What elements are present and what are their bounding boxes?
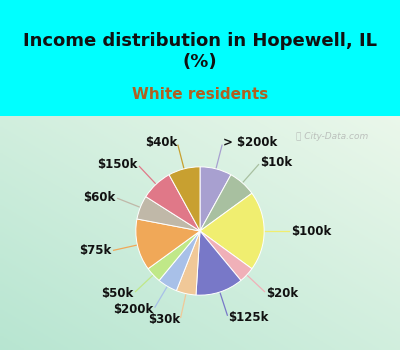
Wedge shape: [200, 167, 231, 231]
Wedge shape: [200, 193, 264, 269]
Wedge shape: [159, 231, 200, 290]
Text: $30k: $30k: [148, 313, 180, 327]
Text: $100k: $100k: [291, 224, 331, 238]
Wedge shape: [136, 219, 200, 269]
Text: $20k: $20k: [266, 287, 298, 300]
Wedge shape: [196, 231, 241, 295]
Text: $200k: $200k: [113, 303, 154, 316]
Wedge shape: [169, 167, 200, 231]
Text: $150k: $150k: [97, 158, 138, 171]
Text: $75k: $75k: [79, 244, 111, 257]
Text: $125k: $125k: [228, 311, 268, 324]
Wedge shape: [176, 231, 200, 295]
Wedge shape: [200, 175, 252, 231]
Wedge shape: [146, 175, 200, 231]
Text: $60k: $60k: [83, 191, 115, 204]
Wedge shape: [137, 197, 200, 231]
Text: $10k: $10k: [260, 156, 292, 169]
Text: $50k: $50k: [101, 287, 134, 300]
Wedge shape: [200, 231, 252, 280]
Wedge shape: [148, 231, 200, 280]
Text: Ⓜ City-Data.com: Ⓜ City-Data.com: [296, 132, 368, 141]
Text: > $200k: > $200k: [223, 136, 277, 149]
Text: $40k: $40k: [145, 136, 177, 149]
Text: Income distribution in Hopewell, IL
(%): Income distribution in Hopewell, IL (%): [23, 32, 377, 71]
Text: White residents: White residents: [132, 87, 268, 101]
